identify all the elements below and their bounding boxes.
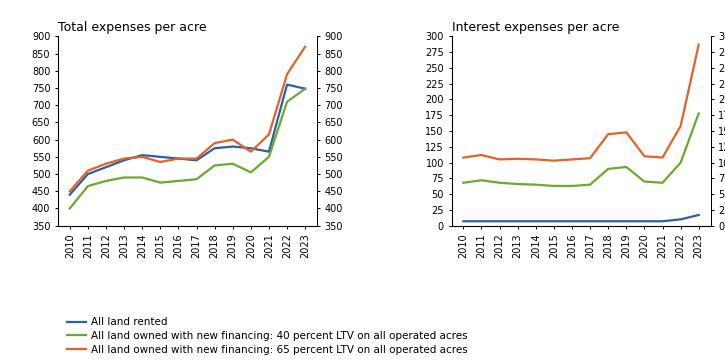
Text: Interest expenses per acre: Interest expenses per acre	[452, 21, 619, 34]
Legend: All land rented, All land owned with new financing: 40 percent LTV on all operat: All land rented, All land owned with new…	[63, 313, 472, 359]
Text: Total expenses per acre: Total expenses per acre	[58, 21, 207, 34]
